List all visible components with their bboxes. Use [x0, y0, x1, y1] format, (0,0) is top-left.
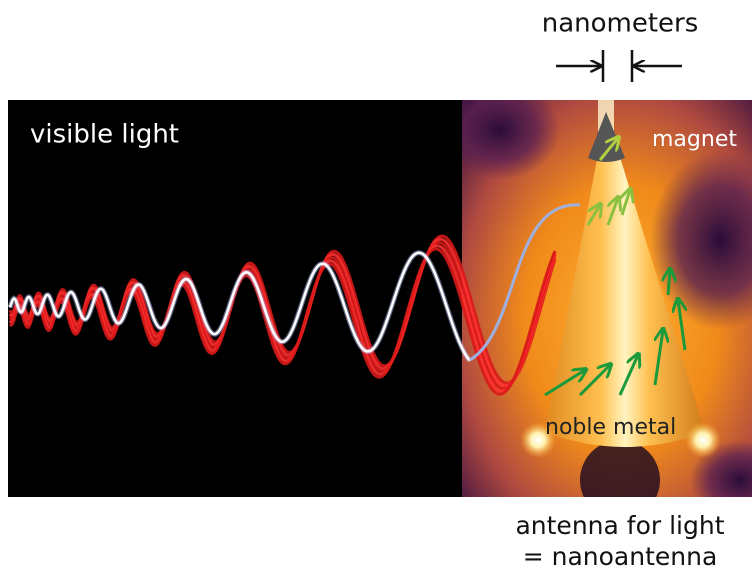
- scale-marker: [556, 50, 682, 82]
- caption-line: antenna for light: [515, 511, 724, 540]
- body-label: noble metal: [545, 415, 676, 440]
- figure: nanometers visible light magnet noble me…: [0, 0, 752, 573]
- caption-line: = nanoantenna: [523, 542, 718, 571]
- title: nanometers: [542, 9, 699, 39]
- hot-spot: [685, 422, 721, 458]
- light-label: visible light: [30, 120, 179, 150]
- tip-label: magnet: [652, 127, 737, 152]
